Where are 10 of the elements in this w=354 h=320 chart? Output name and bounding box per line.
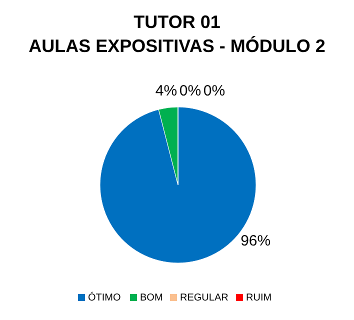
text: 0% xyxy=(179,82,202,100)
legend-label: RUIM xyxy=(246,292,272,304)
legend-label: ÓTIMO xyxy=(88,292,121,304)
text: 0% xyxy=(203,82,226,100)
chart-subtitle: AULAS EXPOSITIVAS - MÓDULO 2 xyxy=(28,36,326,56)
legend-label: BOM xyxy=(140,292,163,304)
data-label: 96% xyxy=(240,232,271,250)
data-label: 4% xyxy=(155,82,178,100)
legend-label: REGULAR xyxy=(180,292,228,304)
chart-title: TUTOR 01 xyxy=(134,12,220,32)
